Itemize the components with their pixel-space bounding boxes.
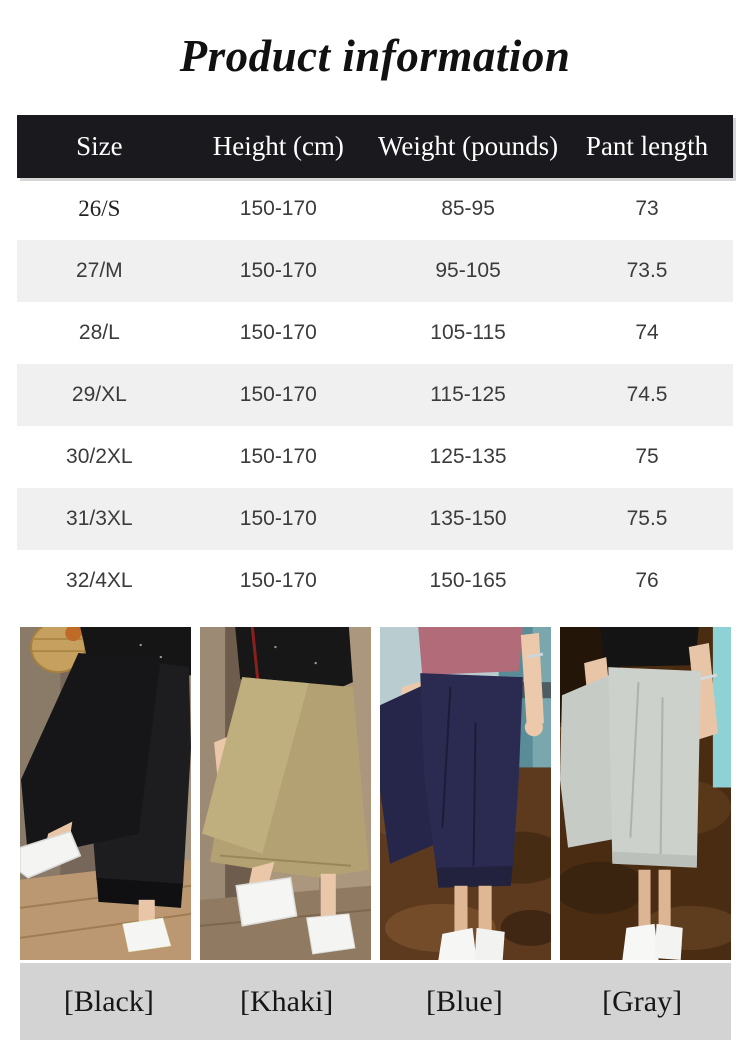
table-row: 32/4XL 150-170 150-165 76 [17, 550, 733, 612]
khaki-pants-photo-illustration [200, 627, 371, 960]
size-cell: 26/S [78, 196, 121, 221]
product-photo-grid [20, 627, 731, 960]
table-row: 30/2XL 150-170 125-135 75 [17, 426, 733, 488]
page-title: Product information [179, 31, 571, 81]
table-row: 26/S 150-170 85-95 73 [17, 178, 733, 240]
product-photo-black [20, 627, 191, 960]
table-body: 26/S 150-170 85-95 73 27/M 150-170 95-10… [17, 178, 733, 612]
black-pants-photo-illustration [20, 627, 191, 960]
pant-length-cell: 73.5 [626, 259, 668, 282]
pant-length-cell: 74.5 [626, 383, 668, 406]
weight-cell: 135-150 [429, 507, 507, 530]
color-label-black: [Black] [63, 984, 154, 1018]
pant-length-cell: 75.5 [626, 507, 668, 530]
size-cell: 30/2XL [66, 445, 133, 468]
size-cell: 31/3XL [66, 507, 133, 530]
height-cell: 150-170 [239, 259, 317, 282]
height-cell: 150-170 [239, 383, 317, 406]
color-label-blue: [Blue] [426, 984, 503, 1018]
column-header-size: Size [76, 131, 123, 161]
weight-cell: 95-105 [435, 259, 501, 282]
product-photo-blue [380, 627, 551, 960]
table-row: 28/L 150-170 105-115 74 [17, 302, 733, 364]
weight-cell: 85-95 [441, 197, 495, 220]
blue-pants-photo-illustration [380, 627, 551, 960]
table-header-row: Size Height (cm) Weight (pounds) Pant le… [17, 115, 733, 178]
column-header-pant-length: Pant length [585, 131, 709, 161]
height-cell: 150-170 [239, 445, 317, 468]
column-header-height: Height (cm) [212, 131, 344, 161]
height-cell: 150-170 [239, 569, 317, 592]
height-cell: 150-170 [239, 197, 317, 220]
size-cell: 27/M [75, 259, 123, 282]
weight-cell: 150-165 [429, 569, 507, 592]
table-row: 27/M 150-170 95-105 73.5 [17, 240, 733, 302]
weight-cell: 125-135 [429, 445, 507, 468]
color-label-gray: [Gray] [602, 984, 683, 1018]
product-photo-khaki [200, 627, 371, 960]
weight-cell: 105-115 [430, 321, 506, 344]
table-row: 29/XL 150-170 115-125 74.5 [17, 364, 733, 426]
gray-pants-photo-illustration [560, 627, 731, 960]
table-row: 31/3XL 150-170 135-150 75.5 [17, 488, 733, 550]
height-cell: 150-170 [239, 507, 317, 530]
pant-length-cell: 73 [635, 197, 659, 220]
color-label-khaki: [Khaki] [239, 984, 334, 1018]
pant-length-cell: 75 [635, 445, 659, 468]
size-cell: 28/L [78, 321, 120, 344]
size-chart-table: Size Height (cm) Weight (pounds) Pant le… [17, 115, 733, 612]
size-cell: 29/XL [71, 383, 127, 406]
product-photo-gray [560, 627, 731, 960]
pant-length-cell: 76 [635, 569, 659, 592]
height-cell: 150-170 [239, 321, 317, 344]
column-header-weight: Weight (pounds) [378, 131, 559, 161]
pant-length-cell: 74 [635, 321, 659, 344]
size-cell: 32/4XL [66, 569, 133, 592]
weight-cell: 115-125 [430, 383, 506, 406]
color-label-bar: [Black] [Khaki] [Blue] [Gray] [20, 963, 731, 1040]
